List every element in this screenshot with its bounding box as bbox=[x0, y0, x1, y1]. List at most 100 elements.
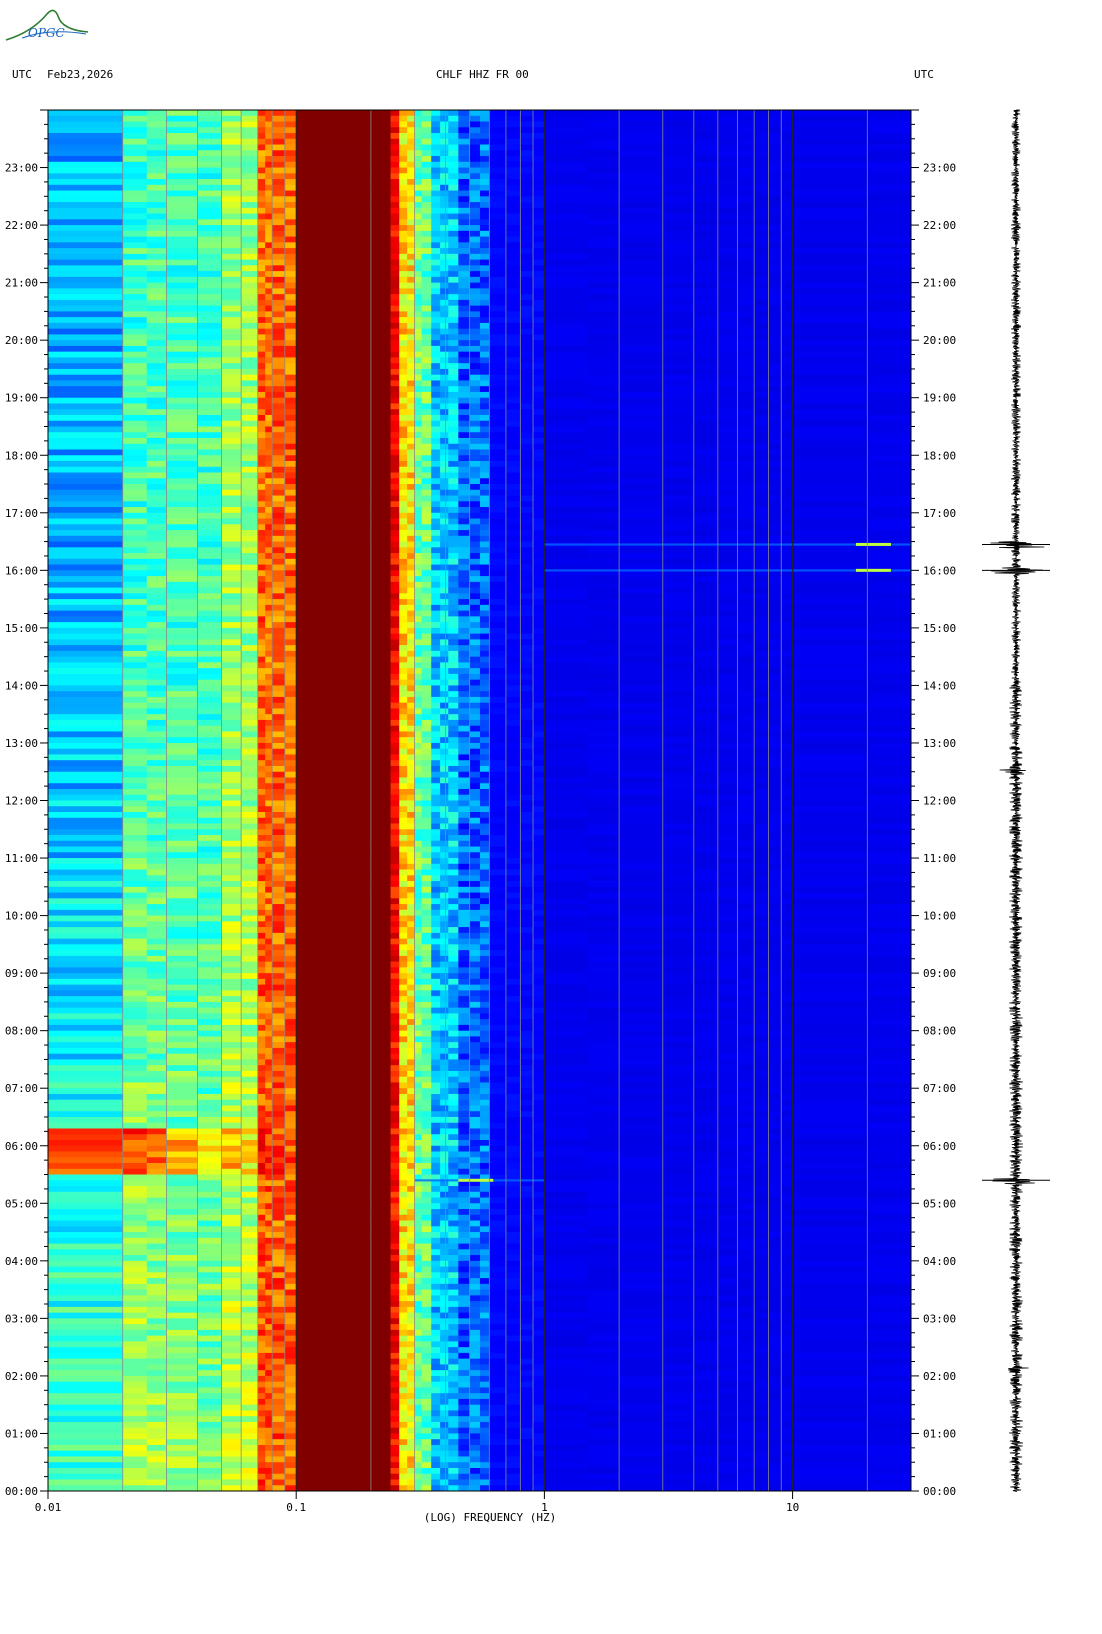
spectrogram-cell bbox=[717, 334, 738, 341]
spectrogram-cell bbox=[359, 748, 372, 755]
spectrogram-cell bbox=[390, 627, 400, 635]
spectrogram-cell bbox=[693, 512, 719, 519]
spectrogram-cell bbox=[146, 225, 167, 232]
spectrogram-cell bbox=[792, 570, 868, 577]
spectrogram-cell bbox=[544, 196, 589, 203]
spectrogram-cell bbox=[390, 507, 400, 514]
spectrogram-cell bbox=[407, 737, 416, 744]
spectrogram-cell bbox=[533, 725, 545, 732]
spectrogram-cell bbox=[717, 645, 738, 652]
spectrogram-cell bbox=[48, 271, 124, 278]
spectrogram-cell bbox=[458, 564, 471, 571]
spectrogram-cell bbox=[339, 507, 360, 514]
spectrogram-cell bbox=[339, 437, 360, 445]
spectrogram-cell bbox=[315, 478, 341, 485]
spectrogram-cell bbox=[122, 409, 148, 416]
spectrogram-cell bbox=[588, 225, 620, 232]
spectrogram-cell bbox=[272, 639, 286, 646]
spectrogram-cell bbox=[272, 426, 286, 433]
spectrogram-cell bbox=[768, 184, 782, 191]
spectrogram-cell bbox=[792, 553, 868, 560]
spectrogram-cell bbox=[399, 351, 408, 358]
spectrogram-cell bbox=[737, 673, 755, 681]
spectrogram-cell bbox=[768, 265, 782, 272]
spectrogram-cell bbox=[265, 167, 273, 174]
spectrogram-cell bbox=[122, 668, 148, 675]
spectrogram-cell bbox=[520, 386, 534, 393]
spectrogram-cell bbox=[754, 564, 769, 571]
spectrogram-cell bbox=[533, 236, 545, 243]
spectrogram-cell bbox=[166, 213, 198, 220]
spectrogram-cell bbox=[440, 311, 449, 318]
spectrogram-cell bbox=[241, 627, 259, 635]
spectrogram-cell bbox=[241, 616, 259, 623]
spectrogram-cell bbox=[448, 691, 459, 698]
spectrogram-cell bbox=[370, 656, 382, 663]
spectrogram-cell bbox=[717, 737, 738, 744]
spectrogram-cell bbox=[737, 570, 755, 577]
spectrogram-cell bbox=[257, 294, 266, 301]
spectrogram-cell bbox=[431, 426, 441, 433]
spectrogram-cell bbox=[315, 173, 341, 180]
spectrogram-cell bbox=[520, 161, 534, 168]
spectrogram-cell bbox=[440, 472, 449, 479]
spectrogram-cell bbox=[48, 731, 124, 738]
spectrogram-cell bbox=[414, 437, 422, 445]
spectrogram-cell bbox=[272, 133, 286, 140]
spectrogram-cell bbox=[737, 403, 755, 410]
spectrogram-cell bbox=[867, 650, 912, 658]
spectrogram-cell bbox=[370, 167, 382, 174]
spectrogram-cell bbox=[520, 322, 534, 330]
spectrogram-cell bbox=[399, 161, 408, 168]
spectrogram-cell bbox=[122, 731, 148, 738]
spectrogram-cell bbox=[265, 317, 273, 324]
spectrogram-cell bbox=[440, 437, 449, 445]
spectrogram-cell bbox=[48, 115, 124, 122]
spectrogram-cell bbox=[221, 760, 242, 767]
spectrogram-cell bbox=[533, 593, 545, 600]
spectrogram-cell bbox=[544, 581, 589, 588]
spectrogram-cell bbox=[505, 489, 521, 496]
spectrogram-cell bbox=[399, 259, 408, 266]
spectrogram-cell bbox=[768, 351, 782, 358]
spectrogram-cell bbox=[146, 271, 167, 278]
spectrogram-cell bbox=[448, 196, 459, 203]
spectrogram-cell bbox=[458, 144, 471, 151]
spectrogram-cell bbox=[737, 271, 755, 278]
spectrogram-cell bbox=[431, 420, 441, 427]
spectrogram-cell bbox=[505, 138, 521, 145]
spectrogram-cell bbox=[284, 311, 297, 318]
spectrogram-cell bbox=[48, 386, 124, 393]
spectrogram-cell bbox=[284, 276, 297, 284]
spectrogram-cell bbox=[505, 725, 521, 732]
spectrogram-cell bbox=[693, 466, 719, 473]
spectrogram-cell bbox=[221, 478, 242, 485]
spectrogram-cell bbox=[693, 196, 719, 203]
spectrogram-cell bbox=[390, 639, 400, 646]
spectrogram-cell bbox=[693, 696, 719, 704]
spectrogram-cell bbox=[146, 731, 167, 738]
spectrogram-cell bbox=[122, 645, 148, 652]
spectrogram-cell bbox=[265, 363, 273, 370]
spectrogram-cell bbox=[440, 518, 449, 525]
spectrogram-cell bbox=[265, 213, 273, 220]
spectrogram-cell bbox=[469, 259, 481, 266]
spectrogram-cell bbox=[166, 138, 198, 145]
spectrogram-cell bbox=[421, 351, 432, 358]
spectrogram-cell bbox=[197, 311, 222, 318]
spectrogram-cell bbox=[146, 351, 167, 358]
spectrogram-cell bbox=[421, 719, 432, 727]
spectrogram-cell bbox=[505, 225, 521, 232]
spectrogram-cell bbox=[440, 604, 449, 612]
spectrogram-cell bbox=[440, 633, 449, 640]
spectrogram-cell bbox=[520, 403, 534, 410]
spectrogram-cell bbox=[166, 627, 198, 635]
spectrogram-cell bbox=[440, 622, 449, 629]
spectrogram-cell bbox=[520, 374, 534, 381]
spectrogram-cell bbox=[588, 679, 620, 686]
spectrogram-cell bbox=[768, 593, 782, 600]
spectrogram-cell bbox=[867, 702, 912, 709]
spectrogram-cell bbox=[359, 225, 372, 232]
spectrogram-cell bbox=[520, 702, 534, 709]
spectrogram-cell bbox=[399, 581, 408, 588]
